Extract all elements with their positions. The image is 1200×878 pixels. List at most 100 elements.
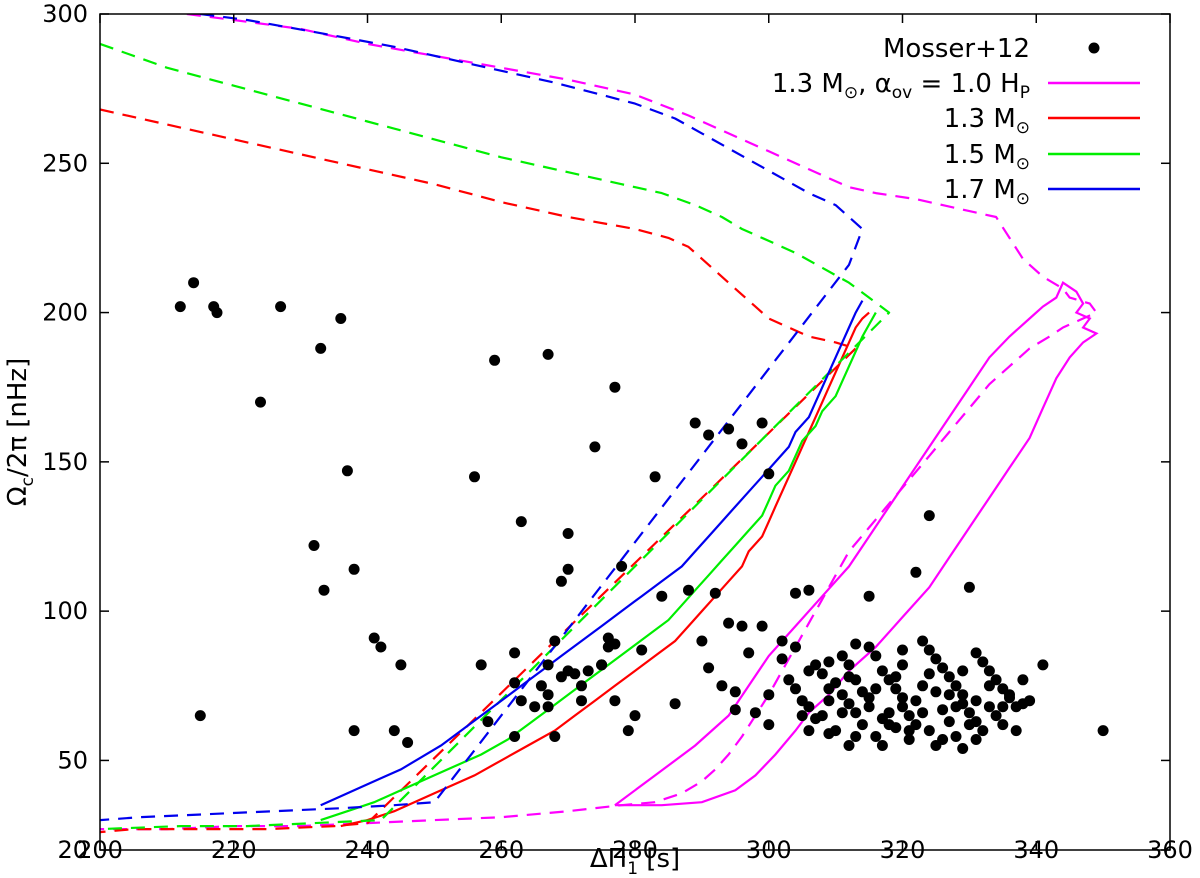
scatter-point: [542, 701, 554, 713]
scatter-point: [703, 662, 715, 674]
legend-label-part: ⊙: [1016, 154, 1030, 174]
scatter-point: [870, 650, 882, 662]
scatter-point: [836, 689, 848, 701]
scatter-point: [609, 381, 621, 393]
scatter-point: [910, 566, 922, 578]
scatter-point: [629, 710, 641, 722]
scatter-point: [903, 710, 915, 722]
scatter-point: [743, 647, 755, 659]
series-m17-dashed: [100, 14, 864, 822]
scatter-point: [823, 683, 835, 695]
scatter-point: [489, 354, 501, 366]
legend-label: 1.5 M⊙: [944, 140, 1030, 174]
scatter-point: [776, 653, 788, 665]
scatter-point: [622, 725, 634, 737]
scatter-point: [803, 584, 815, 596]
scatter-point: [729, 704, 741, 716]
scatter-point: [255, 396, 266, 408]
scatter-point: [957, 743, 969, 754]
scatter-point: [669, 698, 681, 710]
scatter-point: [609, 638, 621, 650]
scatter-point: [843, 740, 855, 751]
legend-label: 1.7 M⊙: [944, 175, 1030, 209]
scatter-point: [917, 680, 929, 692]
legend-label-part: 1.5 M: [944, 140, 1016, 170]
scatter-point: [843, 659, 855, 671]
scatter-point: [963, 581, 975, 593]
legend-label-part: 1.3 M: [772, 69, 844, 99]
scatter-point: [402, 737, 414, 748]
scatter-point: [850, 638, 862, 650]
scatter-point: [810, 713, 822, 725]
scatter-point: [716, 680, 728, 692]
scatter-point: [943, 671, 955, 683]
legend-label: 1.3 M⊙: [944, 104, 1030, 138]
scatter-point: [542, 689, 554, 701]
x-axis-label-subscript: 1: [627, 859, 638, 878]
scatter-point: [910, 695, 922, 707]
y-tick-label: 150: [42, 448, 88, 476]
y-tick-label: 50: [57, 746, 88, 774]
scatter-point: [897, 644, 908, 656]
x-tick-label: 280: [612, 836, 658, 864]
scatter-point: [823, 695, 835, 707]
scatter-point: [589, 441, 601, 453]
scatter-point: [983, 665, 995, 677]
scatter-point: [703, 429, 715, 441]
scatter-point: [923, 725, 935, 737]
scatter-point: [903, 734, 915, 745]
scatter-point: [375, 641, 387, 653]
scatter-point: [388, 725, 400, 737]
scatter-point: [188, 277, 200, 289]
scatter-point: [836, 650, 848, 662]
scatter-point: [736, 620, 748, 632]
legend-label-part: 1.3 M: [944, 104, 1016, 134]
scatter-point: [863, 641, 875, 653]
scatter-point: [963, 719, 975, 731]
axis-ticks: 200 220 240 260 280 300 320 340 3602050100150200…: [42, 0, 1193, 864]
scatter-point: [576, 695, 587, 707]
scatter-point: [736, 438, 748, 450]
scatter-point: [542, 659, 554, 671]
y-axis-label-subscript: c: [18, 477, 38, 486]
scatter-point: [515, 695, 527, 707]
scatter-point: [970, 734, 982, 745]
scatter-point: [997, 719, 1009, 731]
scatter-point: [937, 734, 949, 745]
scatter-point: [341, 465, 353, 477]
scatter-point: [555, 575, 567, 587]
scatter-point: [1097, 725, 1109, 737]
scatter-point: [970, 695, 982, 707]
scatter-point: [876, 665, 888, 677]
x-tick-label: 260: [478, 836, 524, 864]
scatter-point: [970, 647, 982, 659]
scatter-point: [836, 707, 848, 719]
scatter-point: [763, 468, 775, 480]
series-ov-dashed: [100, 14, 1098, 831]
y-axis-label-unit: /2π [nHz]: [3, 358, 33, 477]
scatter-point: [569, 668, 581, 680]
scatter-point: [723, 617, 735, 629]
y-tick-label: 100: [42, 597, 88, 625]
legend-label-part: ⊙: [1016, 189, 1030, 209]
scatter-point: [863, 701, 875, 713]
scatter-point: [843, 698, 855, 710]
scatter-point: [783, 674, 795, 686]
scatter-point: [576, 680, 587, 692]
scatter-point: [983, 701, 995, 713]
scatter-point: [990, 710, 1002, 722]
scatter-point: [683, 584, 694, 596]
scatter-point: [509, 731, 521, 742]
scatter-point: [723, 423, 735, 435]
series-m15-solid: [320, 312, 877, 822]
scatter-point: [709, 587, 721, 599]
x-axis-label-unit: [s]: [638, 844, 680, 874]
legend: Mosser+121.3 M⊙, αov = 1.0 HP1.3 M⊙1.5 M…: [772, 34, 1140, 209]
scatter-point: [790, 641, 801, 653]
scatter-point: [469, 471, 480, 483]
series-m15-dashed: [100, 42, 891, 831]
y-tick-label: 20: [57, 836, 88, 864]
scatter-point: [850, 707, 862, 719]
scatter-point: [950, 731, 962, 742]
